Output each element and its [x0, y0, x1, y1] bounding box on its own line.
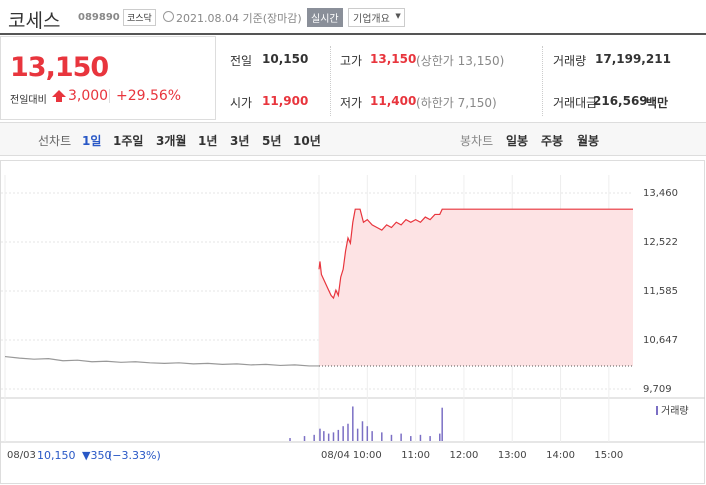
price-box: [0, 36, 216, 120]
volume-bar: [352, 406, 354, 441]
x-tick-label: 08/03: [7, 450, 36, 461]
stat-value: 11,400: [370, 94, 417, 108]
current-price: 13,150: [10, 52, 109, 83]
date: 2021.08.04 기준(장마감): [176, 12, 302, 25]
x-tick-label: 15:00: [594, 450, 623, 461]
col-divider: [542, 46, 544, 116]
stat-value: 216,569: [593, 94, 648, 108]
diff: 3,000: [68, 88, 109, 104]
stat-label: 거래대금: [553, 96, 598, 110]
header-rule: [0, 33, 706, 35]
volume-bar: [366, 426, 369, 441]
stat-label: 거래량: [553, 54, 587, 68]
area-shade: [319, 209, 633, 366]
col-divider: [330, 46, 332, 116]
volume-bar: [319, 428, 321, 441]
x-tick-label: 13:00: [498, 450, 527, 461]
y-tick-label: 10,647: [643, 335, 678, 346]
tab[interactable]: 1주일: [113, 134, 144, 148]
stat-note: (상한가 13,150): [416, 54, 505, 68]
diff-label: 전일대비: [10, 95, 47, 106]
volume-bar: [332, 432, 335, 441]
volume-bar: [347, 423, 349, 441]
footer-rate: (−3.33%): [108, 449, 161, 462]
footer-close: 10,150: [37, 449, 76, 462]
stat-value: 17,199,211: [595, 52, 671, 66]
price-line: [318, 208, 633, 300]
x-tick-label: 11:00: [401, 450, 430, 461]
y-tick-label: 13,460: [643, 188, 678, 199]
dropdown-icon: ▼: [395, 12, 401, 20]
tab[interactable]: 일봉: [506, 134, 529, 148]
volume-bar: [419, 434, 422, 441]
clock-icon: [163, 11, 174, 22]
tab-group-label: 선차트: [38, 134, 72, 148]
tab[interactable]: 5년: [262, 134, 282, 148]
footer-change: ▼350: [82, 449, 112, 462]
y-tick-label: 12,522: [643, 237, 678, 248]
volume-bar: [356, 428, 359, 441]
stock-code: 089890: [78, 12, 120, 23]
volume-bar: [313, 434, 315, 441]
x-tick-label: 12:00: [450, 450, 479, 461]
legend-swatch: [656, 406, 658, 415]
stat-note: (하한가 7,150): [416, 96, 497, 110]
stat-unit: 백만: [646, 96, 669, 110]
volume-bar: [361, 421, 364, 441]
y-tick-label: 9,709: [643, 384, 672, 395]
volume-bar: [289, 438, 291, 441]
realtime-button[interactable]: 실시간: [307, 8, 343, 27]
stat-value: 11,900: [262, 94, 309, 108]
company-button[interactable]: 기업개요 ▼: [348, 8, 405, 27]
tab[interactable]: 10년: [293, 134, 321, 148]
x-tick-label: 14:00: [546, 450, 575, 461]
stat-label: 저가: [340, 96, 363, 110]
volume-bar: [439, 433, 441, 441]
legend-label: 거래량: [661, 405, 689, 417]
y-tick-label: 11,585: [643, 286, 678, 297]
volume-bar: [337, 429, 340, 441]
stat-label: 고가: [340, 54, 363, 68]
volume-bar: [441, 407, 443, 441]
volume-bar: [371, 431, 373, 441]
volume-bar: [400, 433, 402, 441]
price-line: [4, 355, 319, 367]
company-label: 기업개요: [353, 14, 390, 25]
tab[interactable]: 1일: [82, 134, 102, 148]
tab-group-label: 봉차트: [460, 134, 494, 148]
volume-bar: [327, 433, 330, 441]
up-icon: [52, 90, 66, 102]
market-badge: 코스닥: [123, 9, 156, 26]
tab[interactable]: 3년: [230, 134, 250, 148]
volume-bar: [323, 431, 325, 441]
rate: +29.56%: [116, 88, 182, 104]
x-tick-label: 08/04: [321, 450, 350, 461]
tab[interactable]: 주봉: [541, 134, 564, 148]
volume-bar: [429, 436, 431, 441]
tab[interactable]: 1년: [198, 134, 218, 148]
volume-bar: [342, 426, 344, 441]
volume-bar: [390, 434, 393, 441]
separator: [109, 89, 110, 103]
volume-bar: [381, 432, 383, 441]
chart-frame: [0, 160, 705, 484]
stat-value: 10,150: [262, 52, 309, 66]
stat-label: 시가: [230, 96, 253, 110]
volume-bar: [303, 436, 306, 441]
stock-name: 코세스: [8, 10, 61, 32]
stat-value: 13,150: [370, 52, 417, 66]
tab[interactable]: 3개월: [156, 134, 187, 148]
tab[interactable]: 월봉: [577, 134, 600, 148]
x-tick-label: 10:00: [353, 450, 382, 461]
volume-bar: [410, 436, 412, 441]
stat-label: 전일: [230, 54, 253, 68]
tab-bar: [0, 122, 706, 156]
